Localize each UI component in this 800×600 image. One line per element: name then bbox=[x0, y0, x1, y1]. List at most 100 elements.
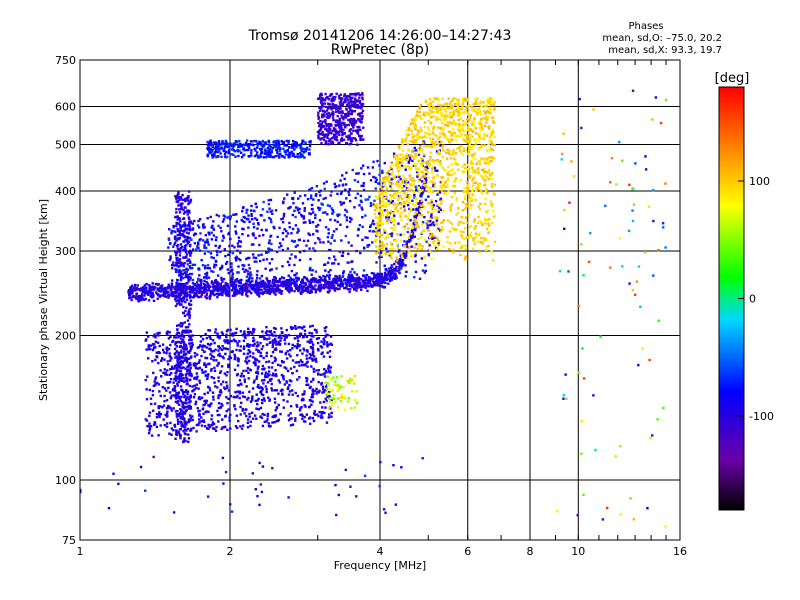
o-mode-point bbox=[168, 258, 171, 262]
x-mode-point bbox=[374, 251, 378, 255]
low-echo-point bbox=[164, 371, 167, 374]
o-mode-point bbox=[411, 199, 414, 203]
x-mode-point bbox=[455, 138, 458, 142]
low-echo-point bbox=[179, 202, 183, 206]
o-mode-point bbox=[314, 291, 318, 294]
low-echo-point bbox=[190, 374, 193, 378]
low-echo-point bbox=[243, 395, 247, 399]
low-echo-point bbox=[187, 420, 190, 424]
o-mode-point bbox=[175, 262, 178, 266]
low-echo-point bbox=[268, 425, 272, 428]
low-echo-point bbox=[251, 387, 255, 390]
x-mode-point bbox=[456, 98, 460, 101]
o-mode-point bbox=[423, 215, 426, 219]
o-mode-point bbox=[390, 269, 394, 272]
x-mode-point bbox=[433, 216, 437, 219]
o-mode-point bbox=[269, 284, 273, 287]
x-mode-point bbox=[474, 157, 477, 160]
o-mode-point bbox=[170, 231, 173, 235]
o-mode-point bbox=[331, 283, 334, 287]
x-mode-point bbox=[441, 176, 444, 179]
o-mode-point bbox=[302, 215, 306, 218]
o-mode-point bbox=[254, 280, 258, 284]
o-mode-point bbox=[334, 274, 337, 278]
o-mode-point bbox=[294, 280, 297, 284]
o-mode-point bbox=[390, 271, 393, 274]
x-mode-point bbox=[448, 247, 451, 251]
o-mode-point bbox=[370, 285, 374, 288]
o-mode-point bbox=[373, 273, 376, 277]
low-echo-point bbox=[296, 353, 299, 357]
x-mode-point bbox=[409, 206, 412, 210]
o-mode-point bbox=[345, 210, 349, 213]
x-mode-point bbox=[422, 153, 425, 156]
o-mode-point bbox=[244, 283, 247, 286]
x-mode-point bbox=[457, 118, 460, 122]
low-echo-point bbox=[250, 398, 254, 402]
low-echo-point bbox=[208, 386, 211, 390]
low-echo-point bbox=[282, 406, 285, 409]
o-mode-point bbox=[222, 214, 225, 217]
low-echo-point bbox=[166, 360, 169, 363]
low-echo-point bbox=[294, 327, 297, 330]
o-mode-point bbox=[249, 209, 253, 212]
x-mode-point bbox=[378, 204, 381, 207]
o-mode-point bbox=[216, 253, 219, 257]
x-mode-point bbox=[468, 137, 471, 140]
o-mode-point bbox=[295, 272, 298, 275]
x-mode-point bbox=[418, 135, 422, 139]
x-mode-point bbox=[482, 101, 485, 104]
x-mode-point bbox=[445, 102, 449, 106]
low-echo-point bbox=[296, 339, 300, 343]
o-mode-point bbox=[287, 284, 291, 287]
o-mode-point bbox=[349, 270, 352, 274]
o-mode-point bbox=[311, 269, 314, 272]
x-mode-point bbox=[428, 189, 431, 193]
low-echo-point bbox=[303, 349, 306, 352]
x-mode-point bbox=[438, 135, 442, 138]
low-echo-point bbox=[165, 346, 169, 349]
x-mode-point bbox=[475, 132, 478, 135]
low-echo-point bbox=[165, 407, 169, 410]
low-echo-point bbox=[179, 337, 183, 340]
o-mode-point bbox=[224, 289, 227, 293]
o-mode-point bbox=[282, 201, 285, 205]
low-echo-point bbox=[183, 314, 187, 318]
x-mode-point bbox=[403, 192, 406, 195]
x-mode-point bbox=[478, 136, 482, 140]
o-mode-point bbox=[247, 278, 250, 282]
o-mode-point bbox=[317, 206, 320, 209]
x-mode-point bbox=[409, 183, 412, 186]
x-mode-point bbox=[381, 221, 384, 225]
x-mode-point bbox=[463, 97, 467, 100]
o-mode-point bbox=[381, 182, 385, 185]
o-mode-point bbox=[398, 265, 401, 269]
o-mode-point bbox=[312, 198, 315, 201]
low-echo-point bbox=[304, 405, 307, 408]
x-mode-point bbox=[374, 240, 377, 243]
o-mode-point bbox=[271, 281, 274, 285]
low-echo-point bbox=[232, 338, 236, 341]
o-mode-point bbox=[283, 228, 286, 231]
low-echo-point bbox=[218, 390, 222, 394]
o-mode-point bbox=[193, 282, 197, 286]
x-mode-point bbox=[488, 175, 491, 179]
low-echo-point bbox=[166, 363, 170, 366]
o-mode-point bbox=[201, 264, 205, 267]
o-mode-point bbox=[404, 275, 407, 278]
o-mode-point bbox=[420, 257, 424, 260]
o-mode-point bbox=[319, 241, 322, 244]
o-mode-point bbox=[390, 167, 393, 171]
o-mode-point bbox=[260, 214, 263, 217]
low-echo-point bbox=[265, 351, 269, 355]
x-mode-point bbox=[414, 134, 417, 137]
o-mode-point bbox=[197, 226, 201, 229]
x-mode-point bbox=[477, 187, 480, 191]
x-mode-point bbox=[488, 125, 491, 128]
o-mode-point bbox=[406, 240, 409, 243]
o-mode-point bbox=[361, 225, 364, 229]
low-echo-point bbox=[206, 375, 209, 378]
o-mode-point bbox=[260, 283, 264, 286]
low-echo-point bbox=[157, 434, 160, 437]
x-mode-point bbox=[389, 210, 393, 213]
